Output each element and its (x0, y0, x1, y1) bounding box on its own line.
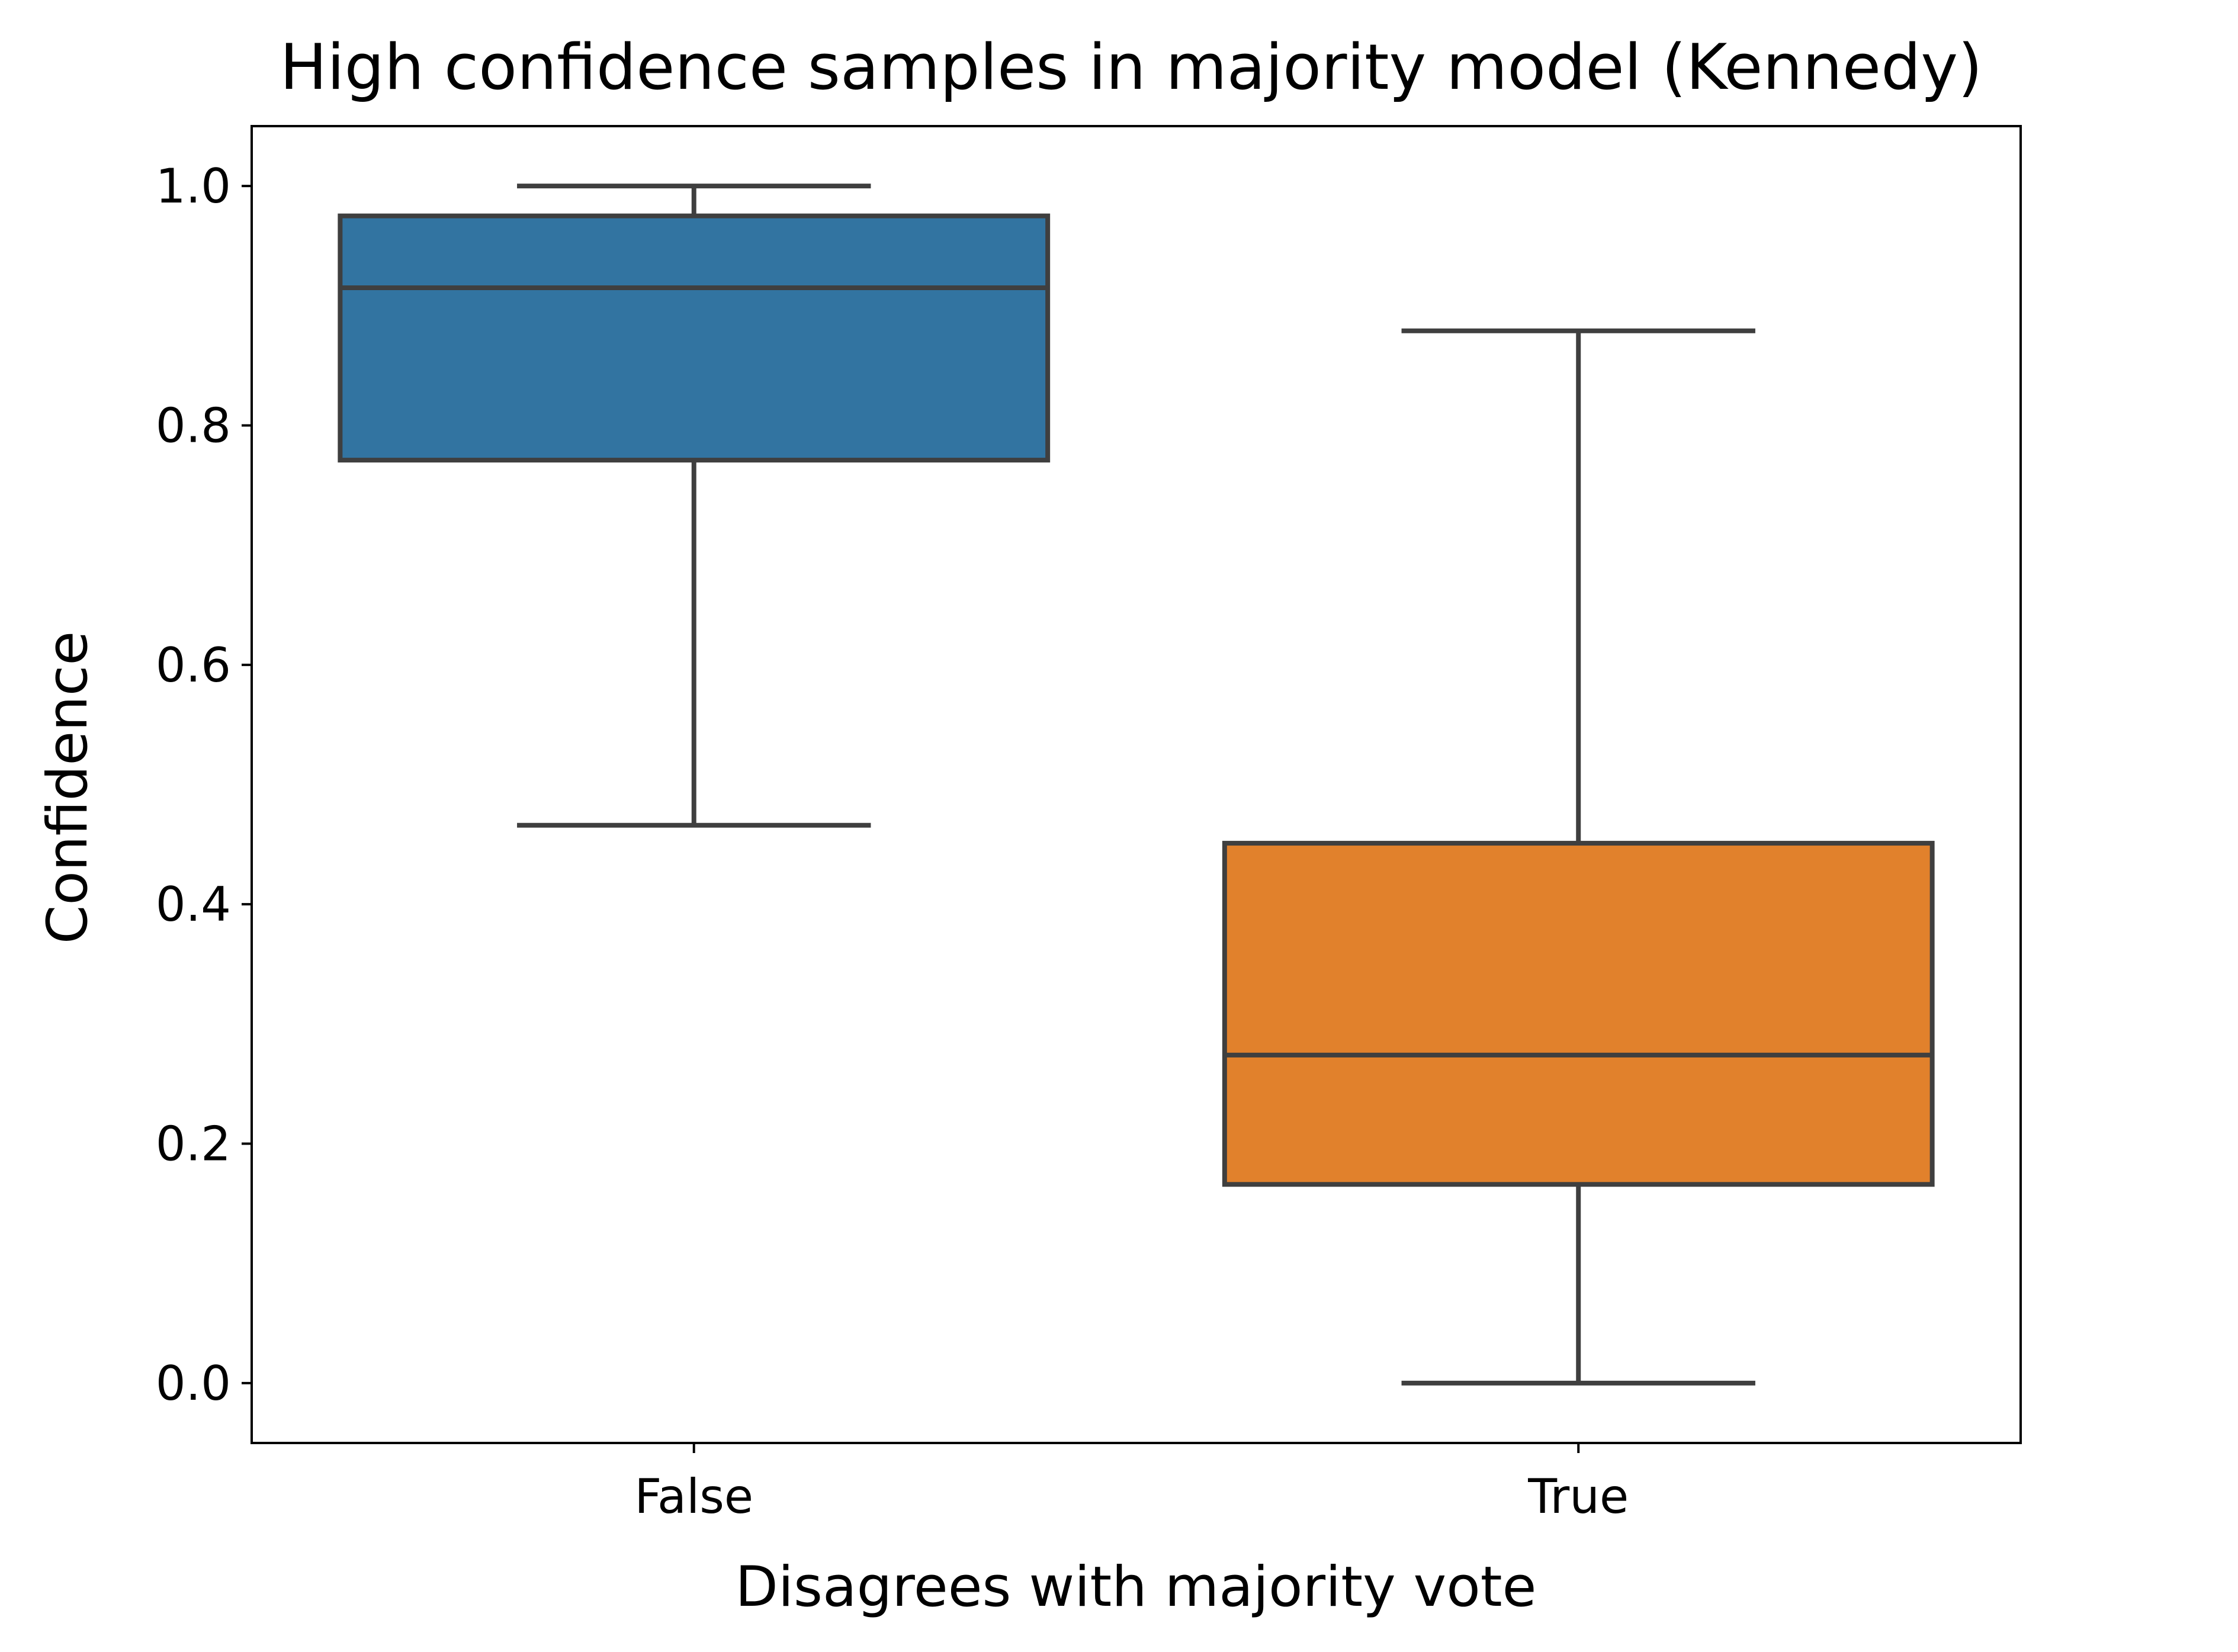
chart-title: High confidence samples in majority mode… (280, 31, 1983, 104)
x-axis-label: Disagrees with majority vote (736, 1555, 1537, 1619)
y-tick-label: 0.8 (156, 398, 231, 453)
y-axis-label: Confidence (36, 631, 100, 944)
plot-frame (251, 125, 2022, 1444)
box-false (338, 184, 1051, 828)
boxes-layer (338, 184, 1935, 1386)
y-tick-label: 0.6 (156, 638, 231, 693)
y-tick-label: 0.2 (156, 1117, 231, 1172)
x-tick-label: False (634, 1469, 753, 1524)
y-tick-label: 1.0 (156, 159, 231, 214)
y-tick-label: 0.0 (156, 1356, 231, 1411)
x-axis: False True (634, 1443, 1629, 1524)
iqr-box (338, 213, 1051, 463)
iqr-box (1222, 841, 1935, 1187)
x-tick-label: True (1527, 1469, 1629, 1524)
box-true (1222, 328, 1935, 1386)
y-tick-label: 0.4 (156, 877, 231, 932)
y-axis: 0.0 0.2 0.4 0.6 0.8 1.0 (156, 159, 252, 1411)
